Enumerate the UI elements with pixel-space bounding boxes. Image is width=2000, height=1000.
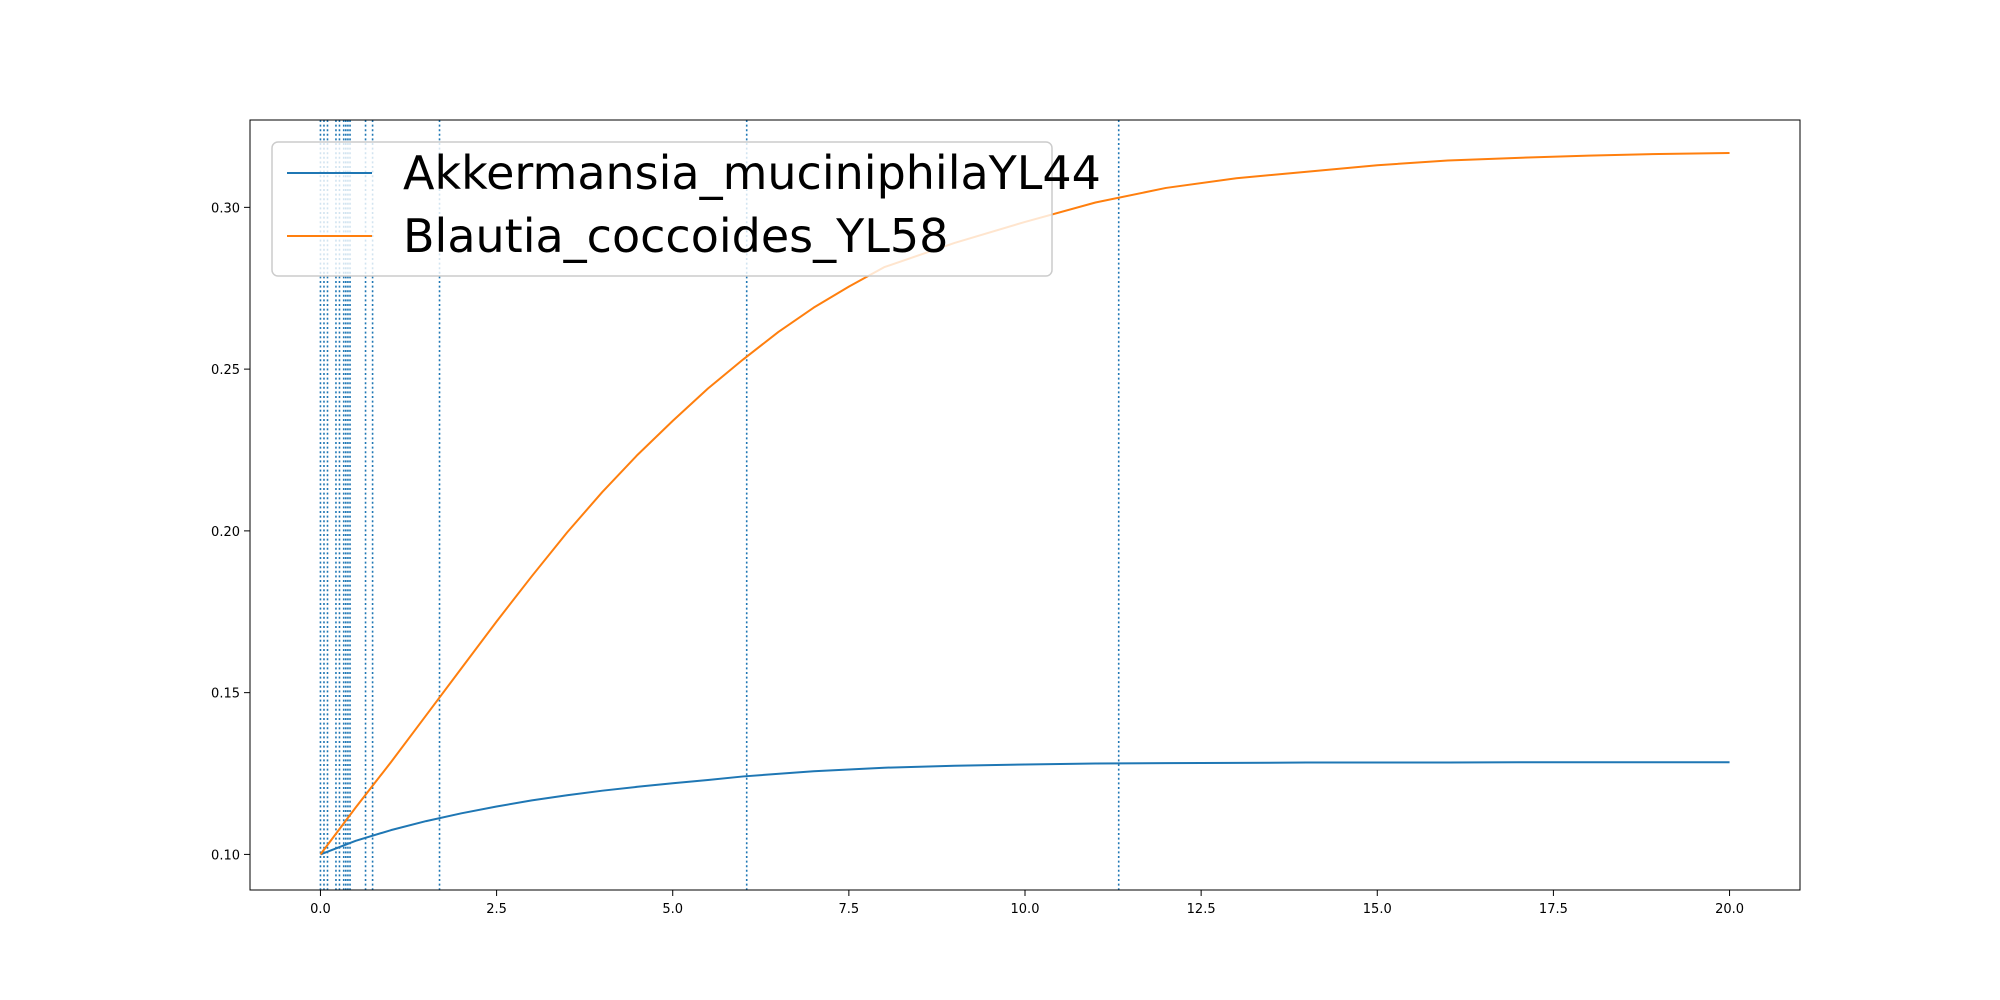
series-line-1 (319, 152, 1730, 856)
y-tick-label-3: 0.25 (211, 363, 240, 378)
x-tick-label-4: 10.0 (1011, 902, 1040, 917)
x-tick-label-5: 12.5 (1187, 902, 1216, 917)
legend-label-akkermansia: Akkermansia_muciniphilaYL44 (403, 146, 1101, 200)
x-tick-label-2: 5.0 (662, 902, 683, 917)
x-tick-label-7: 17.5 (1539, 902, 1568, 917)
x-tick-label-6: 15.0 (1363, 902, 1392, 917)
x-tick-label-1: 2.5 (486, 902, 507, 917)
y-tick-label-1: 0.15 (211, 687, 240, 702)
legend-label-blautia: Blautia_coccoides_YL58 (403, 209, 948, 263)
x-tick-label-3: 7.5 (839, 902, 860, 917)
y-axis: 0.10 0.15 0.20 0.25 0.30 (211, 201, 250, 863)
y-tick-label-2: 0.20 (211, 525, 240, 540)
y-tick-label-0: 0.10 (211, 848, 240, 863)
x-axis: 0.0 2.5 5.0 7.5 10.0 12.5 15.0 17.5 20.0 (310, 890, 1744, 917)
x-tick-label-0: 0.0 (310, 902, 331, 917)
legend-box (271, 141, 1053, 277)
legend: Akkermansia_muciniphilaYL44 Blautia_cocc… (271, 141, 1101, 277)
y-tick-label-4: 0.30 (211, 201, 240, 216)
x-tick-label-8: 20.0 (1715, 902, 1744, 917)
series-layer (319, 152, 1730, 856)
series-line-0 (320, 761, 1730, 856)
